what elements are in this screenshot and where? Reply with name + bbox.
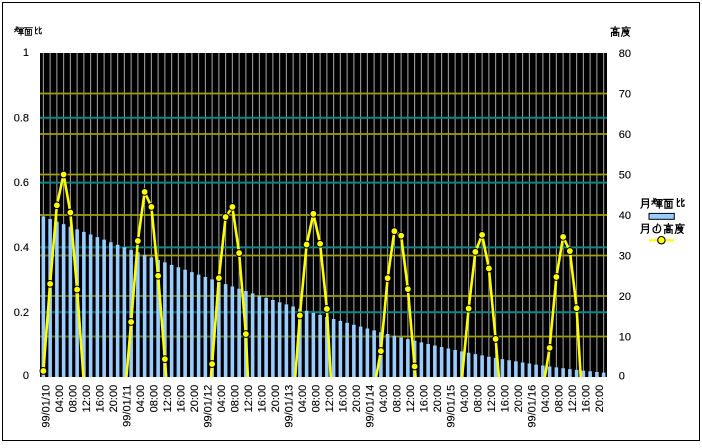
svg-text:0.2: 0.2 [14,307,29,319]
svg-text:99/01/12: 99/01/12 [202,385,214,428]
svg-text:12:00: 12:00 [567,385,579,413]
svg-text:20:00: 20:00 [513,385,525,413]
svg-text:08:00: 08:00 [472,385,484,413]
svg-text:20:00: 20:00 [189,385,201,413]
svg-text:04:00: 04:00 [216,385,228,413]
svg-text:12:00: 12:00 [486,385,498,413]
svg-text:99/01/10: 99/01/10 [40,385,52,428]
svg-text:08:00: 08:00 [310,385,322,413]
svg-text:30: 30 [619,250,631,262]
svg-text:0: 0 [619,371,625,383]
svg-text:50: 50 [619,169,631,181]
svg-text:16:00: 16:00 [94,385,106,413]
svg-text:40: 40 [619,210,631,222]
svg-text:99/01/15: 99/01/15 [445,385,457,428]
svg-text:1: 1 [23,47,29,59]
svg-text:12:00: 12:00 [243,385,255,413]
svg-text:60: 60 [619,129,631,141]
svg-text:08:00: 08:00 [229,385,241,413]
svg-text:16:00: 16:00 [256,385,268,413]
svg-text:04:00: 04:00 [297,385,309,413]
svg-text:70: 70 [619,88,631,100]
svg-text:99/01/13: 99/01/13 [283,385,295,428]
svg-text:04:00: 04:00 [54,385,66,413]
svg-text:16:00: 16:00 [337,385,349,413]
svg-text:04:00: 04:00 [135,385,147,413]
svg-text:0: 0 [23,370,29,382]
svg-text:08:00: 08:00 [67,385,79,413]
svg-text:04:00: 04:00 [378,385,390,413]
svg-text:12:00: 12:00 [405,385,417,413]
svg-text:20:00: 20:00 [594,385,606,413]
svg-text:08:00: 08:00 [391,385,403,413]
svg-text:12:00: 12:00 [81,385,93,413]
svg-text:0.6: 0.6 [14,177,29,189]
svg-text:16:00: 16:00 [499,385,511,413]
svg-text:08:00: 08:00 [148,385,160,413]
svg-text:04:00: 04:00 [459,385,471,413]
svg-text:12:00: 12:00 [162,385,174,413]
svg-text:16:00: 16:00 [175,385,187,413]
svg-text:12:00: 12:00 [324,385,336,413]
svg-text:20:00: 20:00 [432,385,444,413]
svg-text:0.8: 0.8 [14,112,29,124]
svg-text:99/01/16: 99/01/16 [526,385,538,428]
svg-text:20:00: 20:00 [351,385,363,413]
svg-text:80: 80 [619,48,631,60]
svg-text:08:00: 08:00 [553,385,565,413]
svg-text:0.4: 0.4 [14,242,29,254]
svg-text:20:00: 20:00 [108,385,120,413]
svg-text:99/01/11: 99/01/11 [121,385,133,427]
svg-text:20: 20 [619,291,631,303]
svg-text:04:00: 04:00 [540,385,552,413]
svg-text:10: 10 [619,331,631,343]
svg-text:16:00: 16:00 [580,385,592,413]
svg-text:20:00: 20:00 [270,385,282,413]
svg-text:99/01/14: 99/01/14 [364,385,376,428]
svg-text:16:00: 16:00 [418,385,430,413]
